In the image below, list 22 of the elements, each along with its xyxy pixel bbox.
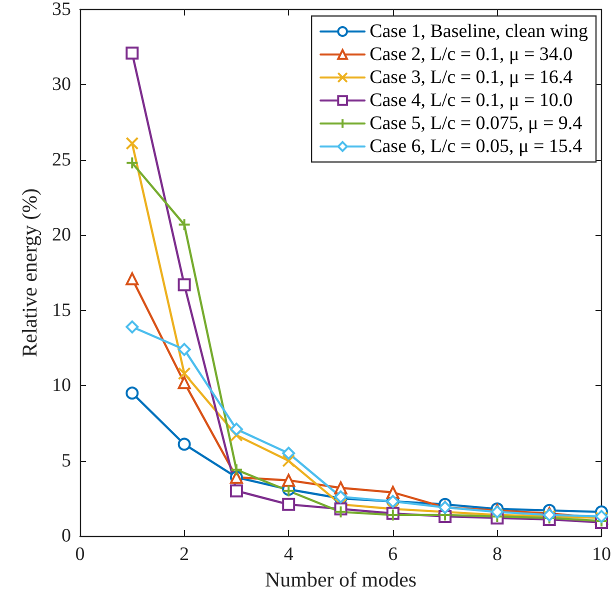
x-tick-label: 10	[592, 544, 611, 565]
y-tick-label: 35	[52, 0, 71, 20]
legend-label: Case 4, L/c = 0.1, μ = 10.0	[370, 90, 573, 111]
y-tick-label: 30	[52, 74, 71, 96]
legend-label: Case 5, L/c = 0.075, μ = 9.4	[370, 113, 583, 134]
x-tick-label: 2	[180, 544, 190, 565]
y-tick-label: 10	[52, 375, 71, 396]
legend-label: Case 1, Baseline, clean wing	[370, 21, 588, 42]
y-tick-label: 25	[52, 149, 71, 170]
y-tick-label: 15	[52, 300, 71, 321]
legend-label: Case 6, L/c = 0.05, μ = 15.4	[370, 136, 583, 157]
y-tick-label: 5	[62, 450, 71, 472]
x-tick-label: 4	[284, 544, 294, 565]
x-tick-label: 6	[388, 544, 398, 565]
legend-label: Case 2, L/c = 0.1, μ = 34.0	[370, 44, 573, 65]
y-tick-label: 20	[52, 224, 71, 246]
y-axis-title: Relative energy (%)	[18, 188, 42, 358]
x-axis-title: Number of modes	[264, 567, 417, 592]
x-tick-label: 0	[75, 544, 85, 565]
y-tick-label: 0	[62, 526, 71, 546]
x-tick-label: 8	[492, 544, 502, 565]
legend-label: Case 3, L/c = 0.1, μ = 16.4	[370, 67, 574, 88]
